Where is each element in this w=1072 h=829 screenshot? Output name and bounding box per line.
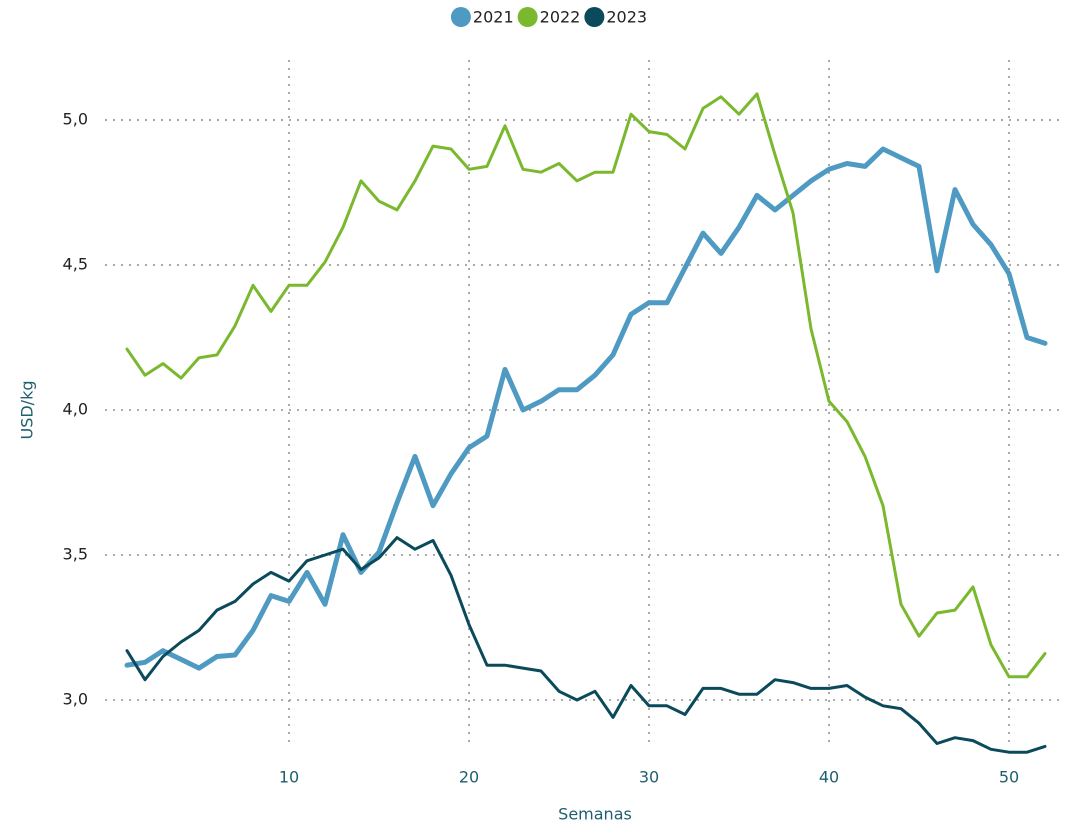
- x-tick-label: 30: [639, 768, 659, 787]
- legend-marker: [517, 7, 538, 27]
- series-line: [124, 146, 1048, 671]
- y-tick-label: 3,5: [63, 545, 88, 564]
- legend-marker: [584, 7, 605, 27]
- y-tick-label: 5,0: [63, 110, 88, 129]
- legend-label: 2021: [473, 8, 514, 27]
- legend-marker: [450, 7, 471, 27]
- x-tick-label: 50: [999, 768, 1019, 787]
- series-line: [125, 92, 1047, 679]
- x-tick-label: 40: [819, 768, 839, 787]
- y-tick-label: 3,0: [63, 690, 88, 709]
- y-axis-label: USD/kg: [18, 381, 37, 440]
- series-line: [125, 536, 1047, 754]
- y-tick-label: 4,5: [63, 255, 88, 274]
- y-tick-label: 4,0: [63, 400, 88, 419]
- legend-label: 2023: [606, 8, 647, 27]
- legend-label: 2022: [540, 8, 581, 27]
- x-axis-label: Semanas: [558, 805, 632, 824]
- x-tick-label: 20: [459, 768, 479, 787]
- x-tick-label: 10: [279, 768, 299, 787]
